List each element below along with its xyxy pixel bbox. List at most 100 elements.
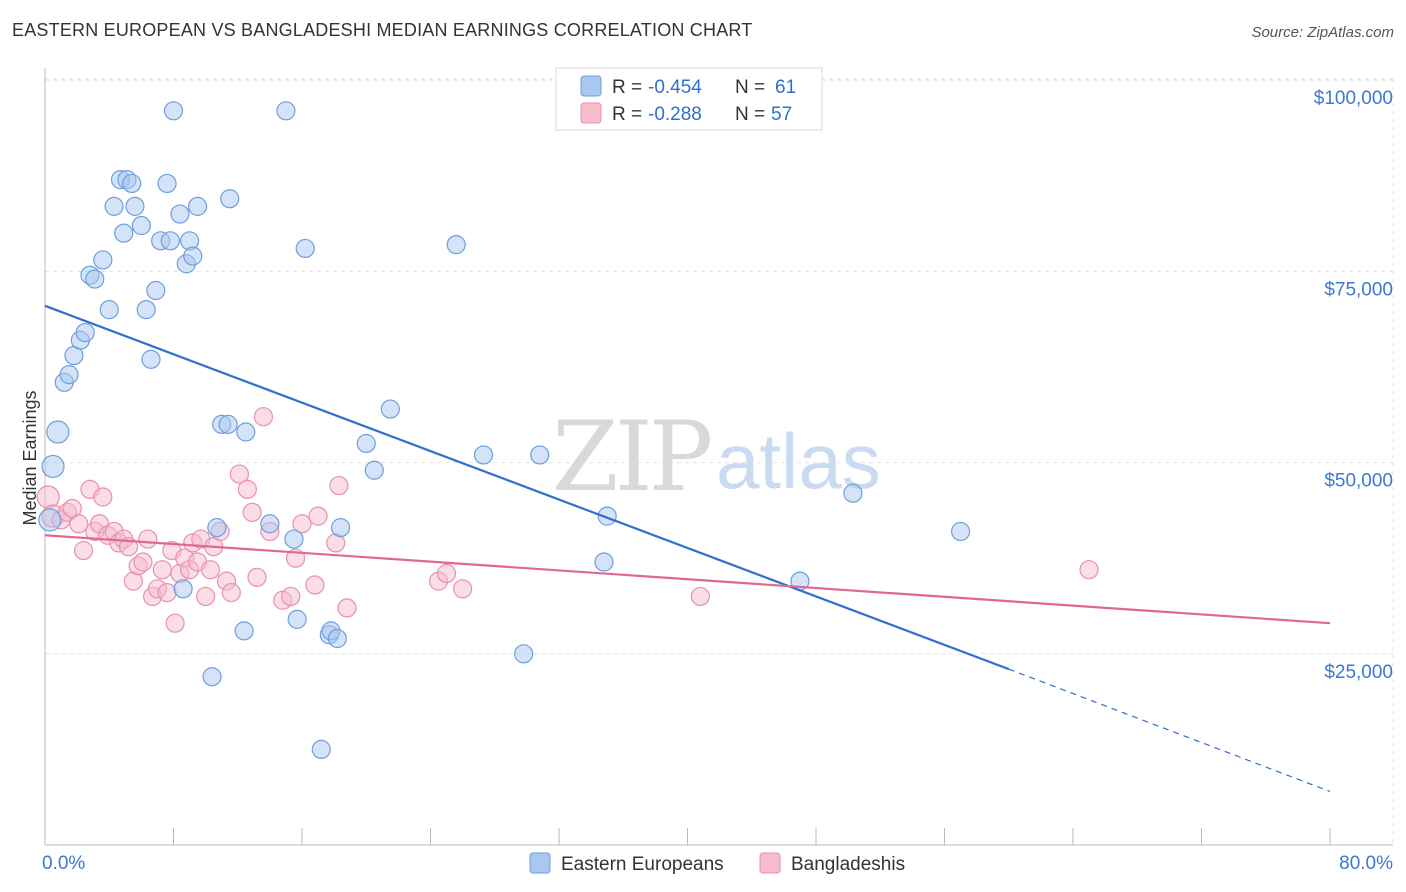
pink-point-45 (281, 586, 301, 607)
blue-point-10 (93, 250, 113, 270)
y-tick-label-100000: $100,000 (1314, 88, 1393, 109)
blue-point-55 (327, 628, 347, 649)
pink-point-25 (165, 613, 185, 633)
legend-r-label-1: R = (612, 77, 642, 98)
blue-point-37 (236, 422, 256, 442)
blue-point-44 (950, 521, 971, 542)
pink-point-6 (73, 540, 94, 561)
blue-point-31 (220, 189, 240, 209)
blue-point-41 (473, 445, 494, 465)
pink-point-55 (453, 579, 473, 599)
blue-point-33 (295, 238, 315, 259)
pink-point-54 (436, 563, 457, 584)
blue-point-12 (104, 196, 124, 216)
blue-point-17 (125, 196, 145, 216)
blue-point-56 (234, 621, 254, 641)
legend-r-value-2: -0.288 (648, 104, 702, 125)
legend-n-label-2: N = (735, 104, 765, 125)
blue-point-42 (530, 445, 550, 465)
legend-swatch-blue (580, 75, 602, 97)
y-tick-label-75000: $75,000 (1324, 279, 1393, 300)
axes (44, 68, 1393, 846)
eastern-european-trend-line (44, 304, 1010, 671)
blue-point-58 (202, 667, 222, 687)
pink-point-52 (337, 598, 357, 618)
eastern-european-points (38, 101, 971, 760)
y-tick-labels: $25,000 $50,000 $75,000 $100,000 (1314, 88, 1393, 683)
blue-point-4 (59, 365, 79, 385)
pink-point-49 (308, 506, 328, 526)
y-axis-label: Median Earnings (20, 390, 40, 525)
blue-point-7 (75, 322, 95, 343)
blue-point-18 (131, 215, 151, 236)
pink-point-47 (292, 514, 312, 534)
pink-point-5 (69, 514, 89, 534)
blue-point-38 (380, 399, 400, 419)
blue-point-11 (99, 300, 119, 320)
blue-point-1 (41, 454, 65, 479)
blue-point-16 (122, 173, 142, 194)
legend-n-value-1: 61 (775, 77, 796, 98)
y-tick-label-50000: $50,000 (1324, 471, 1393, 492)
legend-r-value-1: -0.454 (648, 77, 702, 98)
pink-point-56 (690, 586, 710, 607)
blue-point-49 (330, 518, 351, 538)
blue-point-26 (170, 204, 190, 224)
blue-point-9 (85, 269, 105, 289)
pink-point-22 (152, 560, 172, 580)
pink-point-0 (36, 485, 60, 509)
blue-point-24 (160, 231, 180, 251)
pink-point-39 (237, 479, 257, 499)
x-tick-label-min: 0.0% (42, 853, 85, 874)
blue-point-25 (163, 101, 184, 121)
blue-point-2 (46, 420, 70, 444)
blue-point-21 (146, 280, 166, 301)
blue-point-20 (141, 349, 161, 369)
pink-point-38 (229, 464, 249, 484)
bangladeshi-trend-line (44, 534, 1331, 625)
source-credit[interactable]: Source: ZipAtlas.com (1251, 24, 1394, 41)
blue-point-34 (446, 235, 466, 255)
blue-point-36 (218, 414, 238, 434)
blue-point-52 (287, 609, 307, 629)
legend-r-label-2: R = (612, 104, 642, 125)
blue-point-50 (594, 552, 614, 572)
blue-point-29 (183, 246, 203, 266)
blue-point-57 (514, 644, 534, 664)
series-legend-label-eastern-europeans[interactable]: Eastern Europeans (561, 854, 724, 875)
watermark: ZIP atlas (552, 401, 881, 513)
blue-point-0 (38, 508, 62, 532)
blue-point-19 (136, 300, 156, 320)
blue-point-48 (284, 529, 304, 549)
trend-lines (44, 304, 1331, 793)
blue-point-39 (356, 433, 376, 454)
legend-n-label-1: N = (735, 77, 765, 98)
series-legend-swatch-blue[interactable] (529, 852, 551, 874)
series-legend-label-bangladeshis[interactable]: Bangladeshis (791, 854, 905, 875)
series-legend: Eastern Europeans Bangladeshis (529, 852, 905, 875)
blue-point-30 (187, 196, 208, 216)
pink-point-32 (196, 586, 216, 607)
bangladeshi-points (36, 407, 1099, 633)
pink-point-23 (157, 583, 177, 603)
pink-point-10 (93, 487, 113, 507)
series-legend-swatch-pink[interactable] (759, 852, 781, 874)
blue-point-40 (364, 460, 384, 480)
pink-point-48 (305, 575, 325, 595)
blue-point-14 (114, 223, 134, 243)
blue-point-45 (597, 506, 617, 526)
pink-point-42 (253, 407, 274, 427)
pink-point-41 (247, 567, 267, 587)
legend-swatch-pink (580, 102, 602, 124)
blue-point-47 (260, 514, 280, 534)
pink-point-18 (133, 552, 153, 572)
pink-point-37 (221, 583, 241, 603)
pink-point-33 (200, 560, 221, 580)
x-tick-label-max: 80.0% (1339, 853, 1393, 874)
blue-point-32 (276, 101, 296, 121)
blue-point-23 (157, 173, 177, 194)
legend-n-value-2: 57 (771, 104, 792, 125)
chart-title: EASTERN EUROPEAN VS BANGLADESHI MEDIAN E… (12, 20, 753, 40)
correlation-legend: R = -0.454 N = 61 R = -0.288 N = 57 (555, 67, 823, 131)
y-tick-label-25000: $25,000 (1324, 662, 1393, 683)
